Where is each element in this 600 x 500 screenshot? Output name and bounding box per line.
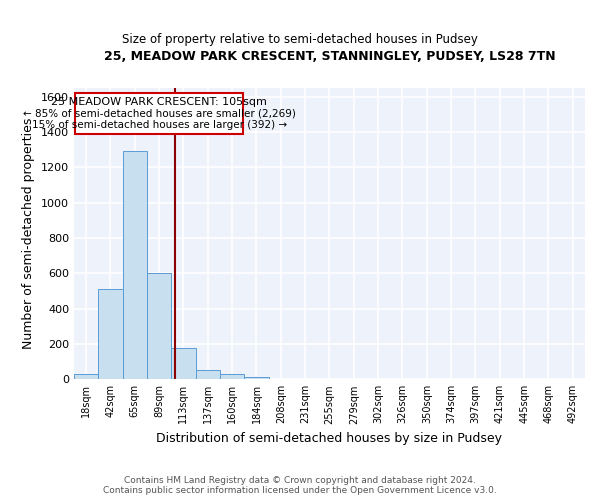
X-axis label: Distribution of semi-detached houses by size in Pudsey: Distribution of semi-detached houses by … [157,432,502,445]
Y-axis label: Number of semi-detached properties: Number of semi-detached properties [22,118,35,349]
Bar [220,374,244,380]
Text: Size of property relative to semi-detached houses in Pudsey: Size of property relative to semi-detach… [122,32,478,46]
Text: Contains HM Land Registry data © Crown copyright and database right 2024.
Contai: Contains HM Land Registry data © Crown c… [103,476,497,495]
Bar [196,370,220,380]
Text: 25 MEADOW PARK CRESCENT: 105sqm: 25 MEADOW PARK CRESCENT: 105sqm [51,97,267,107]
Bar [147,274,171,380]
Bar [244,376,269,380]
Bar [122,152,147,380]
Bar [171,348,196,380]
Bar [98,289,122,380]
Text: 15% of semi-detached houses are larger (392) →: 15% of semi-detached houses are larger (… [32,120,287,130]
Title: 25, MEADOW PARK CRESCENT, STANNINGLEY, PUDSEY, LS28 7TN: 25, MEADOW PARK CRESCENT, STANNINGLEY, P… [104,50,555,63]
FancyBboxPatch shape [75,93,243,134]
Bar [74,374,98,380]
Text: ← 85% of semi-detached houses are smaller (2,269): ← 85% of semi-detached houses are smalle… [23,108,296,118]
